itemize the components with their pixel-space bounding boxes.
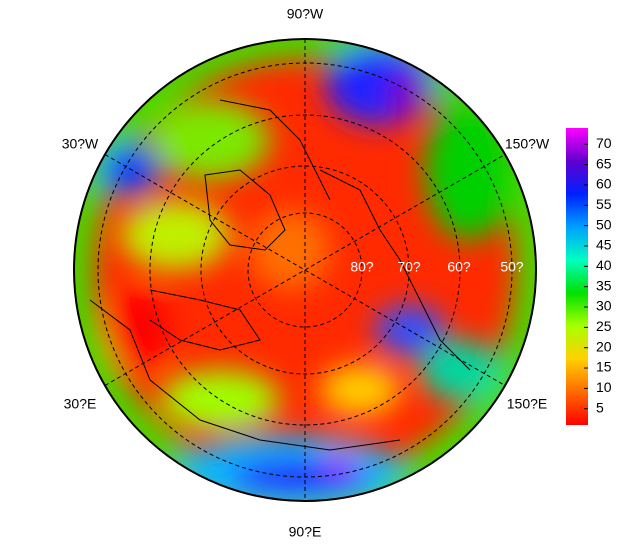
colorbar-tick-label: 35 xyxy=(596,277,612,293)
longitude-label: 90?W xyxy=(287,6,324,22)
longitude-label: 150?E xyxy=(507,396,547,412)
colorbar-tick-label: 15 xyxy=(596,359,612,375)
colorbar-tick-label: 70 xyxy=(596,135,612,151)
longitude-label: 30?E xyxy=(64,396,97,412)
colorbar-tick-label: 65 xyxy=(596,155,612,171)
latitude-label: 70? xyxy=(397,259,421,275)
colorbar-tick-label: 55 xyxy=(596,196,612,212)
colorbar-tick-label: 60 xyxy=(596,176,612,192)
longitude-label: 150?W xyxy=(505,136,550,152)
graticule xyxy=(97,39,513,501)
colorbar: 5 10 15 20 25 30 35 40 45 50 55 60 65 70 xyxy=(566,128,612,425)
colorbar-tick-label: 30 xyxy=(596,298,612,314)
colorbar-tick-label: 20 xyxy=(596,338,612,354)
latitude-label: 60? xyxy=(447,259,471,275)
coastlines xyxy=(89,99,471,451)
field xyxy=(74,39,536,501)
colorbar-tick-label: 25 xyxy=(596,318,612,334)
latitude-labels: 80? 70? 60? 50? xyxy=(350,259,524,275)
colorbar-tick-label: 10 xyxy=(596,379,612,395)
longitude-label: 90?E xyxy=(289,524,322,540)
latitude-label: 50? xyxy=(500,259,524,275)
colorbar-tick-label: 45 xyxy=(596,237,612,253)
longitude-label: 30?W xyxy=(62,136,99,152)
colorbar-tick-label: 5 xyxy=(596,399,604,415)
colorbar-tick-label: 50 xyxy=(596,216,612,232)
colorbar-scale xyxy=(566,128,588,425)
colorbar-tick-label: 40 xyxy=(596,257,612,273)
latitude-label: 80? xyxy=(350,259,374,275)
map-border xyxy=(73,38,537,502)
